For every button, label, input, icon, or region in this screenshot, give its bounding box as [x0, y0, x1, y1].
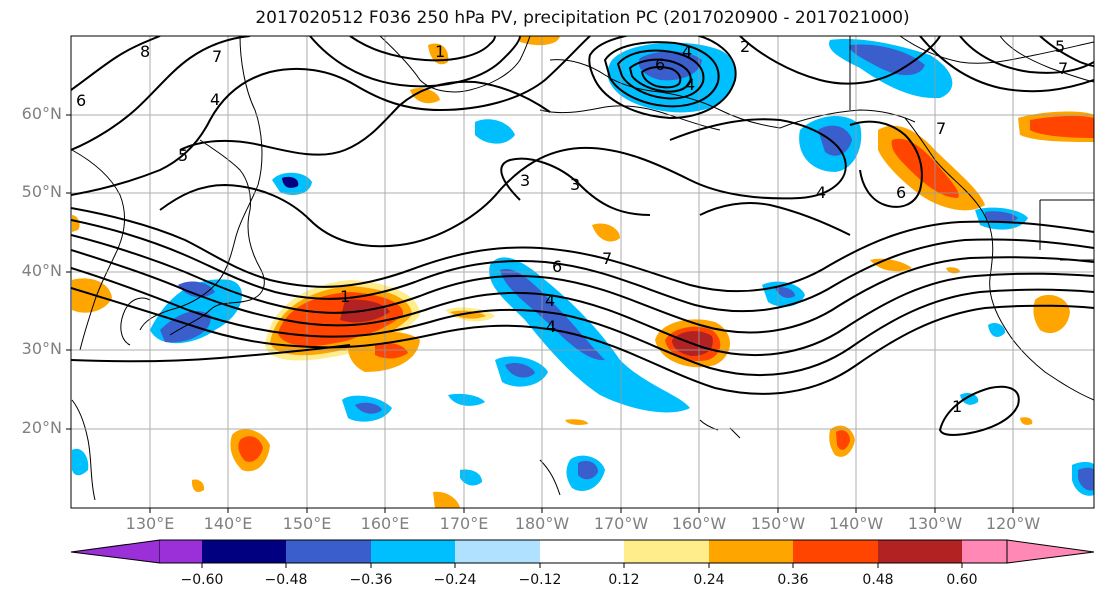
- contour-label: 4: [546, 317, 556, 336]
- lon-label: 150°W: [750, 514, 806, 533]
- contour-label: 6: [655, 55, 665, 74]
- contour-label: 6: [76, 91, 86, 110]
- contour-label: 7: [936, 119, 946, 138]
- colorbar-tick-label: 0.60: [946, 572, 978, 588]
- colorbar-ticks: [201, 563, 963, 568]
- contour-label: 3: [570, 175, 580, 194]
- lat-label: 60°N: [21, 104, 62, 123]
- contour-label: 2: [740, 37, 750, 56]
- colorbar-tick-label: −0.60: [180, 572, 224, 588]
- colorbar-tick-label: 0.36: [777, 572, 809, 588]
- colorbar-bin: [160, 540, 202, 563]
- contour-label: 6: [552, 257, 562, 276]
- contour-label-group: 8 6 5 4 7 1 2 4 6 3 3 6 7 4 7 1 4 4 7 5 …: [76, 37, 1068, 416]
- contour-label: 7: [1058, 59, 1068, 78]
- colorbar-bin: [878, 540, 962, 563]
- lon-label: 130°W: [907, 514, 963, 533]
- lon-label: 180°W: [514, 514, 570, 533]
- contour-label: 7: [212, 47, 222, 66]
- colorbar-bin: [709, 540, 793, 563]
- lat-label: 50°N: [21, 182, 62, 201]
- lon-label: 170°E: [439, 514, 489, 533]
- contour-label: 8: [140, 42, 150, 61]
- colorbar-extend-high: [1006, 539, 1095, 564]
- contour-label: 6: [896, 183, 906, 202]
- contour-label: 4: [545, 291, 555, 310]
- lat-label: 40°N: [21, 261, 62, 280]
- colorbar-extend-low: [70, 539, 161, 564]
- map-title: 2017020512 F036 250 hPa PV, precipitatio…: [255, 8, 910, 28]
- colorbar-bin: [962, 540, 1007, 563]
- colorbar-bin: [793, 540, 878, 563]
- lon-label: 160°W: [671, 514, 727, 533]
- colorbar-tick-label: −0.36: [349, 572, 393, 588]
- lat-label: 30°N: [21, 339, 62, 358]
- precip-shading: [72, 36, 1094, 508]
- colorbar-bin: [202, 540, 286, 563]
- contour-label: 5: [178, 146, 188, 165]
- colorbar-bin: [455, 540, 540, 563]
- contour-label: 1: [435, 42, 445, 61]
- contour-label: 1: [952, 397, 962, 416]
- colorbar-bin: [540, 540, 624, 563]
- colorbar-bin: [286, 540, 371, 563]
- axis-ticks: [66, 114, 1014, 513]
- contour-label: 4: [816, 183, 826, 202]
- lon-label: 130°E: [125, 514, 175, 533]
- colorbar-tick-label: −0.24: [433, 572, 477, 588]
- contour-label: 4: [685, 75, 695, 94]
- lon-label: 140°E: [203, 514, 253, 533]
- lon-label: 120°W: [985, 514, 1041, 533]
- contour-label: 1: [340, 287, 350, 306]
- lon-label: 150°E: [282, 514, 332, 533]
- colorbar-bin: [624, 540, 709, 563]
- colorbar-tick-label: −0.12: [518, 572, 562, 588]
- colorbar-bin: [371, 540, 455, 563]
- colorbar: [70, 539, 1095, 564]
- pv-contours: [71, 36, 1094, 436]
- colorbar-tick-label: 0.48: [862, 572, 894, 588]
- lon-label: 140°W: [828, 514, 884, 533]
- contour-label: 7: [602, 249, 612, 268]
- lon-label: 170°W: [593, 514, 649, 533]
- contour-label: 3: [520, 171, 530, 190]
- contour-label: 4: [210, 90, 220, 109]
- colorbar-tick-label: −0.48: [264, 572, 308, 588]
- lat-label: 20°N: [21, 418, 62, 437]
- colorbar-tick-label: 0.24: [693, 572, 725, 588]
- colorbar-tick-label: 0.12: [608, 572, 640, 588]
- lon-label: 160°E: [360, 514, 410, 533]
- graticule: [71, 36, 1094, 508]
- contour-label: 4: [682, 42, 692, 61]
- contour-label: 5: [1055, 37, 1065, 56]
